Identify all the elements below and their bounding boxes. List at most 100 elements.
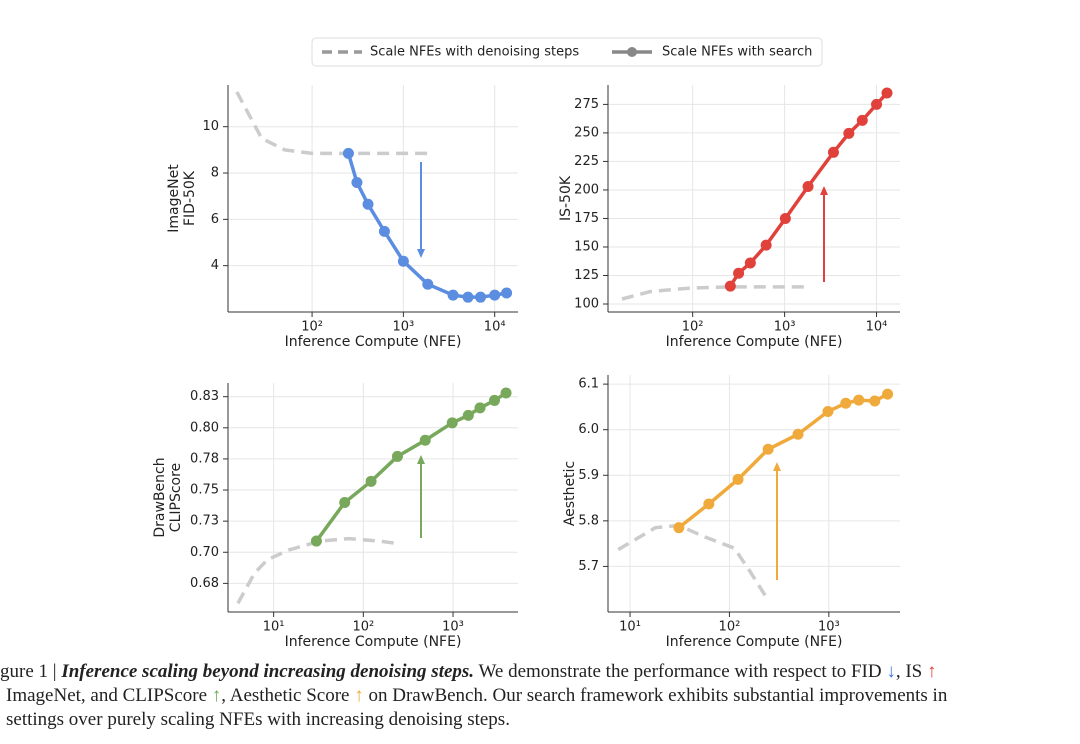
y-tick-label: 150 <box>574 239 599 254</box>
data-point <box>843 127 855 139</box>
x-tick-label: 10⁴ <box>484 320 506 335</box>
y-tick-label: 275 <box>574 97 599 112</box>
data-point <box>869 395 881 407</box>
series-line <box>315 391 508 543</box>
y-axis-label: FID-50K <box>182 170 198 226</box>
y-tick-label: 6.1 <box>578 377 599 392</box>
series-line <box>235 91 428 156</box>
data-point <box>760 239 772 251</box>
y-axis-label: CLIPScore <box>168 463 184 532</box>
x-tick-label: 10³ <box>774 320 796 335</box>
data-point <box>342 147 354 159</box>
series-line <box>346 152 507 299</box>
y-tick-label: 125 <box>574 268 599 283</box>
x-tick-label: 10² <box>301 320 323 335</box>
data-point <box>856 114 868 126</box>
data-point <box>853 394 865 406</box>
caption-arrow: ↑ <box>927 661 937 682</box>
x-axis-label: Inference Compute (NFE) <box>666 634 843 650</box>
caption-arrow: ↓ <box>886 661 896 682</box>
data-point <box>673 522 685 534</box>
data-point <box>378 225 390 237</box>
y-tick-label: 5.9 <box>578 468 599 483</box>
caption-text: , Aesthetic Score <box>221 685 355 706</box>
y-tick-label: 8 <box>211 166 219 181</box>
data-point <box>779 212 791 224</box>
x-axis-label: Inference Compute (NFE) <box>285 334 462 350</box>
caption-line: ImageNet, and CLIPScore ↑, Aesthetic Sco… <box>6 685 947 707</box>
caption-text: , IS <box>895 661 928 682</box>
data-point <box>365 475 377 487</box>
y-tick-label: 0.75 <box>190 483 219 498</box>
caption-text: gure 1 | <box>0 661 62 682</box>
data-point <box>827 146 839 158</box>
caption-text: ImageNet, and CLIPScore <box>6 685 212 706</box>
y-tick-label: 4 <box>211 258 219 273</box>
y-tick-label: 6 <box>211 212 219 227</box>
data-point <box>840 397 852 409</box>
data-point <box>762 443 774 455</box>
x-tick-label: 10¹ <box>263 620 285 635</box>
x-axis-label: Inference Compute (NFE) <box>666 334 843 350</box>
data-point <box>489 289 501 301</box>
caption-text: settings over purely scaling NFEs with i… <box>6 709 510 730</box>
data-point <box>419 434 431 446</box>
y-tick-label: 250 <box>574 125 599 140</box>
x-tick-label: 10³ <box>442 620 464 635</box>
data-point <box>802 181 814 193</box>
data-point <box>501 287 513 299</box>
data-point <box>733 267 745 279</box>
x-tick-label: 10² <box>719 620 741 635</box>
data-point <box>310 535 322 547</box>
data-point <box>474 402 486 414</box>
y-tick-label: 10 <box>202 119 219 134</box>
figure: Scale NFEs with denoising steps Scale NF… <box>152 37 900 650</box>
series-line <box>236 536 398 605</box>
arrow-head <box>820 186 828 195</box>
legend-box <box>311 37 823 67</box>
data-point <box>744 257 756 269</box>
arrow-head <box>773 462 781 471</box>
caption-text: on DrawBench. Our search framework exhib… <box>363 685 948 706</box>
legend-label: Scale NFEs with search <box>662 45 812 60</box>
x-tick-label: 10³ <box>818 620 840 635</box>
data-point <box>724 280 736 292</box>
caption-text: We demonstrate the performance with resp… <box>474 661 887 682</box>
data-point <box>339 496 351 508</box>
y-tick-label: 100 <box>574 297 599 312</box>
y-axis-label: Aesthetic <box>562 461 578 526</box>
data-point <box>822 405 834 417</box>
caption-line: gure 1 | Inference scaling beyond increa… <box>0 661 937 683</box>
data-point <box>446 417 458 429</box>
arrow-head <box>417 455 425 464</box>
x-tick-label: 10⁴ <box>866 320 888 335</box>
x-tick-label: 10¹ <box>619 620 641 635</box>
x-tick-label: 10³ <box>393 320 415 335</box>
y-tick-label: 6.0 <box>578 422 599 437</box>
y-axis-label: ImageNet <box>166 164 182 233</box>
y-tick-label: 5.8 <box>578 513 599 528</box>
caption-text: Inference scaling beyond increasing deno… <box>61 661 475 682</box>
data-point <box>351 177 363 189</box>
series-line <box>621 285 808 301</box>
data-point <box>881 87 893 99</box>
y-tick-label: 225 <box>574 154 599 169</box>
y-tick-label: 175 <box>574 211 599 226</box>
data-point <box>391 450 403 462</box>
data-point <box>489 394 501 406</box>
series-line <box>617 523 770 602</box>
data-point <box>871 98 883 110</box>
series-line <box>677 392 889 530</box>
data-point <box>362 198 374 210</box>
data-point <box>500 387 512 399</box>
data-point <box>462 291 474 303</box>
y-tick-label: 0.68 <box>190 576 219 591</box>
y-axis-label: IS-50K <box>558 175 574 221</box>
y-tick-label: 0.80 <box>190 420 219 435</box>
y-tick-label: 0.70 <box>190 545 219 560</box>
y-tick-label: 5.7 <box>578 559 599 574</box>
data-point <box>422 278 434 290</box>
caption-arrow: ↑ <box>211 685 222 706</box>
data-point <box>397 255 409 267</box>
data-point <box>703 498 715 510</box>
